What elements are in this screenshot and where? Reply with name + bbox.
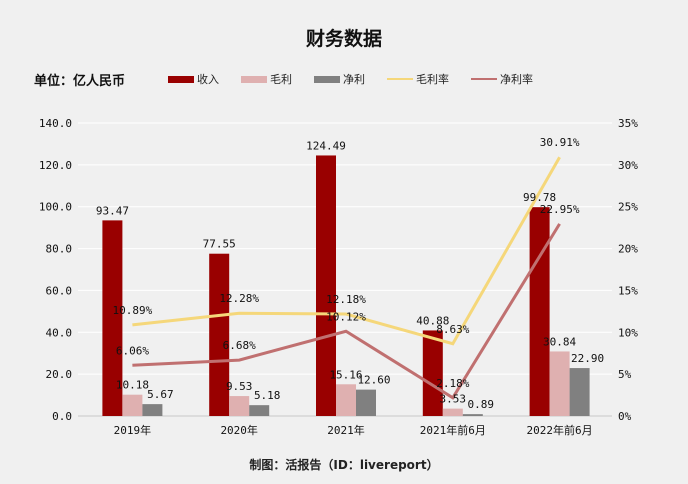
bar-净利 bbox=[356, 389, 376, 416]
data-label: 77.55 bbox=[203, 238, 236, 251]
data-label: 99.78 bbox=[523, 191, 556, 204]
data-label: 12.60 bbox=[357, 374, 390, 387]
data-label: 124.49 bbox=[306, 139, 346, 152]
legend: 收入 毛利 净利 毛利率 净利率 bbox=[168, 71, 555, 87]
line-净利率 bbox=[132, 223, 561, 400]
data-label: 10.89% bbox=[113, 304, 153, 317]
legend-item: 收入 bbox=[168, 71, 219, 87]
y-right-tick-label: 15% bbox=[618, 284, 638, 297]
data-label: 9.53 bbox=[226, 380, 253, 393]
legend-label: 毛利 bbox=[270, 73, 292, 86]
y-left-tick-label: 20.0 bbox=[46, 368, 73, 381]
data-label: 2.18% bbox=[436, 377, 469, 390]
data-label: 30.84 bbox=[543, 335, 576, 348]
y-right-tick-label: 5% bbox=[618, 368, 632, 381]
bar-净利 bbox=[569, 368, 590, 416]
data-label: 22.90 bbox=[571, 352, 604, 365]
data-label: 5.18 bbox=[254, 389, 281, 402]
legend-item: 净利 bbox=[314, 71, 365, 87]
y-left-tick-label: 0.0 bbox=[52, 410, 72, 423]
y-left-tick-label: 120.0 bbox=[39, 159, 72, 172]
unit-label: 单位：亿人民币 bbox=[34, 74, 126, 89]
legend-label: 毛利率 bbox=[416, 73, 449, 86]
data-label: 8.63% bbox=[436, 323, 469, 336]
data-label: 22.95% bbox=[540, 203, 580, 216]
y-right-tick-label: 20% bbox=[618, 243, 638, 256]
y-left-tick-label: 60.0 bbox=[46, 284, 73, 297]
bar-毛利 bbox=[122, 394, 143, 416]
bar-毛利 bbox=[549, 351, 570, 416]
x-tick-label: 2021年 bbox=[327, 423, 365, 437]
bar-收入 bbox=[422, 330, 443, 416]
y-left-tick-label: 100.0 bbox=[39, 201, 72, 214]
y-right-tick-label: 0% bbox=[618, 410, 632, 423]
legend-line bbox=[387, 78, 413, 80]
data-label: 5.67 bbox=[147, 388, 174, 401]
bar-净利 bbox=[462, 414, 483, 416]
legend-item: 毛利 bbox=[241, 71, 292, 87]
x-tick-label: 2020年 bbox=[220, 423, 258, 437]
legend-label: 净利率 bbox=[500, 73, 533, 86]
y-left-tick-label: 40.0 bbox=[46, 326, 73, 339]
legend-line bbox=[471, 78, 497, 80]
y-left-tick-label: 80.0 bbox=[46, 243, 73, 256]
data-label: 0.89 bbox=[468, 398, 495, 411]
bar-净利 bbox=[142, 404, 163, 416]
legend-swatch bbox=[241, 75, 267, 83]
y-right-tick-label: 25% bbox=[618, 201, 638, 214]
bar-收入 bbox=[102, 220, 123, 416]
bar-毛利 bbox=[336, 384, 356, 416]
bar-收入 bbox=[529, 207, 550, 416]
y-right-tick-label: 35% bbox=[618, 117, 638, 130]
data-label: 30.91% bbox=[540, 136, 580, 149]
footer-credit: 制图：活报告（ID：livereport） bbox=[249, 458, 439, 472]
legend-swatch bbox=[314, 75, 340, 83]
y-right-tick-label: 30% bbox=[618, 159, 638, 172]
y-right-tick-label: 10% bbox=[618, 326, 638, 339]
data-label: 40.88 bbox=[416, 314, 449, 327]
legend-item: 毛利率 bbox=[387, 71, 449, 87]
data-label: 12.18% bbox=[326, 293, 366, 306]
legend-label: 净利 bbox=[343, 73, 365, 86]
bar-毛利 bbox=[442, 408, 463, 416]
x-tick-label: 2022年前6月 bbox=[527, 423, 593, 437]
line-毛利率 bbox=[132, 156, 561, 346]
legend-label: 收入 bbox=[197, 73, 219, 86]
y-left-tick-label: 140.0 bbox=[39, 117, 72, 130]
data-label: 10.12% bbox=[326, 310, 366, 323]
data-label: 93.47 bbox=[96, 204, 129, 217]
data-label: 12.28% bbox=[219, 292, 259, 305]
bar-毛利 bbox=[229, 396, 250, 416]
x-tick-label: 2019年 bbox=[114, 423, 152, 437]
legend-item: 净利率 bbox=[471, 71, 533, 87]
data-label: 6.68% bbox=[223, 339, 256, 352]
data-label: 6.06% bbox=[116, 344, 149, 357]
bar-收入 bbox=[209, 253, 230, 416]
bar-净利 bbox=[249, 405, 270, 416]
data-label: 10.18 bbox=[116, 379, 149, 392]
bar-收入 bbox=[316, 155, 336, 417]
data-label: 15.16 bbox=[329, 368, 362, 381]
x-tick-label: 2021年前6月 bbox=[420, 423, 486, 437]
chart-title: 财务数据 bbox=[305, 28, 382, 50]
legend-swatch bbox=[168, 75, 194, 83]
data-label: 3.53 bbox=[440, 393, 467, 406]
